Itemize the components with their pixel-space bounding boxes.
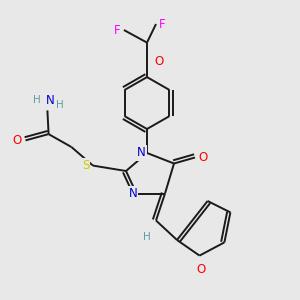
Text: H: H (33, 95, 41, 105)
Text: N: N (129, 187, 137, 200)
Text: S: S (82, 159, 89, 172)
Text: O: O (199, 151, 208, 164)
Text: N: N (46, 94, 55, 107)
Text: H: H (143, 232, 151, 242)
Text: F: F (159, 17, 166, 31)
Text: F: F (114, 23, 121, 37)
Text: O: O (13, 134, 22, 147)
Text: H: H (56, 100, 64, 110)
Text: O: O (196, 263, 206, 276)
Text: N: N (137, 146, 146, 160)
Text: O: O (154, 55, 164, 68)
